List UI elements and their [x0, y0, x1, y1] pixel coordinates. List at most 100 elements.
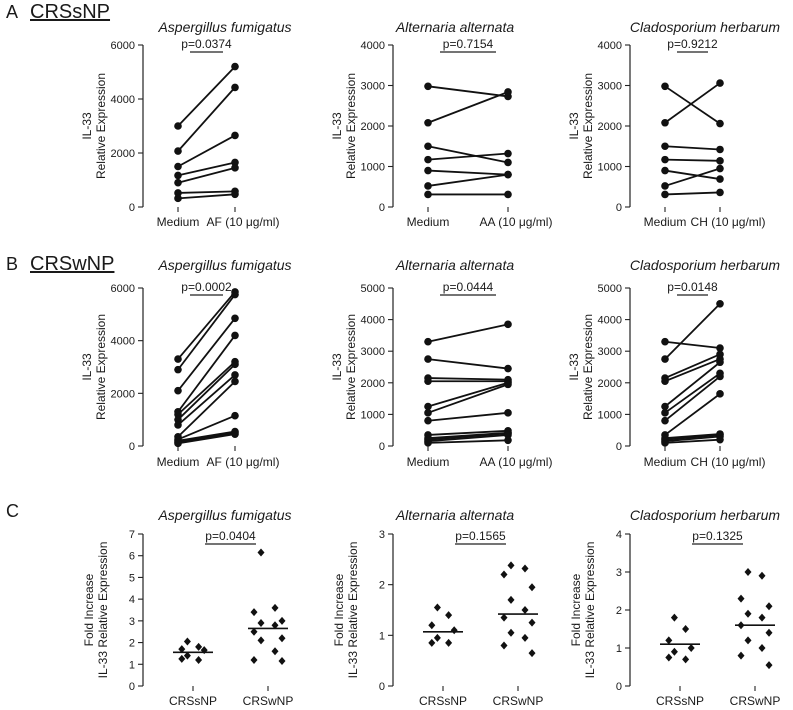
data-point-diamond — [257, 636, 265, 645]
data-point-medium — [174, 189, 182, 197]
y-axis-label-line: IL-33 — [330, 353, 344, 381]
paired-line — [177, 361, 236, 416]
y-axis-label-line: Relative Expression — [581, 73, 595, 179]
data-point-diamond — [183, 651, 191, 660]
data-point-treated — [716, 79, 724, 87]
y-tick-label: 2 — [379, 580, 385, 592]
paired-line — [664, 353, 721, 379]
x-category-label: CRSsNP — [656, 694, 704, 708]
data-point-diamond — [183, 637, 191, 646]
section-a-letter: A — [6, 2, 18, 22]
data-point-medium — [174, 415, 182, 424]
pvalue-label: p=0.9212 — [667, 37, 718, 51]
paired-line — [427, 323, 509, 343]
paired-line — [177, 374, 236, 426]
data-point-diamond — [278, 634, 286, 643]
x-category-label: CRSsNP — [419, 694, 467, 708]
y-tick-label: 0 — [379, 681, 385, 693]
y-axis-label-line: Relative Expression — [94, 314, 108, 420]
data-point-medium — [424, 409, 432, 417]
chart-panel-8: Alternaria alternata 0 1 2 3 Fold IncreaseIL-… — [332, 507, 543, 708]
paired-line — [664, 375, 721, 422]
y-tick-label: 6000 — [111, 283, 135, 295]
data-point-diamond — [500, 641, 508, 650]
paired-line — [177, 317, 236, 392]
y-tick-label: 4000 — [598, 315, 622, 327]
y-tick-label: 6 — [129, 551, 135, 563]
y-tick-label: 3000 — [361, 81, 385, 93]
pvalue-label: p=0.0002 — [181, 280, 232, 294]
data-point-treated — [231, 371, 239, 379]
data-point-diamond — [278, 616, 286, 625]
data-point-medium — [661, 182, 669, 190]
y-axis-label-line: Relative Expression — [94, 73, 108, 179]
y-tick-label: 0 — [616, 202, 622, 214]
y-tick-label: 4000 — [598, 40, 622, 52]
data-point-treated — [716, 145, 724, 154]
data-point-diamond — [737, 594, 745, 603]
data-point-treated — [504, 190, 512, 199]
data-point-diamond — [765, 602, 773, 611]
paired-line — [177, 431, 236, 443]
data-point-medium — [661, 166, 669, 175]
data-point-medium — [424, 190, 432, 199]
data-point-treated — [231, 360, 239, 369]
data-point-treated — [504, 409, 512, 417]
y-tick-label: 3 — [129, 616, 135, 628]
y-axis-label-line: Relative Expression — [581, 314, 595, 420]
data-point-medium — [174, 122, 182, 130]
data-point-medium — [661, 82, 669, 91]
y-tick-label: 5 — [129, 572, 135, 584]
y-tick-label: 1000 — [598, 162, 622, 174]
y-tick-label: 2000 — [598, 378, 622, 390]
data-point-treated — [716, 119, 724, 128]
data-point-medium — [424, 166, 432, 175]
y-tick-label: 0 — [616, 441, 622, 453]
chart-panel-7: Aspergillus fumigatus 0 1 2 3 4 5 6 7 Fold Increa… — [82, 507, 293, 708]
chart-title: Aspergillus fumigatus — [157, 19, 291, 35]
data-point-diamond — [178, 654, 186, 663]
data-point-diamond — [521, 633, 529, 642]
paired-line — [177, 294, 236, 371]
data-point-treated — [231, 131, 239, 140]
y-tick-label: 5000 — [598, 283, 622, 295]
data-point-medium — [174, 162, 182, 171]
paired-line — [177, 190, 236, 194]
paired-line — [664, 435, 721, 443]
paired-line — [427, 85, 509, 98]
data-point-medium — [424, 402, 432, 411]
y-tick-label: 3000 — [361, 346, 385, 358]
x-category-label: Medium — [157, 215, 200, 229]
data-point-treated — [231, 158, 239, 167]
paired-line — [427, 411, 509, 422]
chart-panel-9: Cladosporium herbarum 0 1 2 3 4 Fold IncreaseI… — [569, 507, 780, 708]
pvalue-label: p=0.0374 — [181, 37, 232, 51]
pvalue-label: p=0.1325 — [692, 529, 743, 543]
data-point-medium — [424, 337, 432, 346]
y-tick-label: 4 — [616, 529, 622, 541]
paired-line — [664, 191, 721, 196]
y-tick-label: 2 — [129, 638, 135, 650]
y-tick-label: 3 — [379, 529, 385, 541]
data-point-medium — [424, 416, 432, 425]
data-point-medium — [661, 118, 669, 127]
data-point-diamond — [758, 571, 766, 580]
data-point-diamond — [500, 613, 508, 622]
data-point-diamond — [278, 657, 286, 666]
x-category-label: Medium — [644, 455, 687, 469]
section-b-letter: B — [6, 254, 18, 274]
paired-line — [177, 193, 236, 200]
y-tick-label: 1 — [616, 643, 622, 655]
y-axis-label-line: Fold Increase — [82, 573, 96, 646]
data-point-medium — [661, 377, 669, 386]
x-category-label: CRSwNP — [493, 694, 544, 708]
y-axis-label: IL-33Relative Expression — [330, 314, 358, 420]
y-tick-label: 7 — [129, 529, 135, 541]
data-point-medium — [174, 355, 182, 363]
y-tick-label: 0 — [129, 681, 135, 693]
pvalue-label: p=0.0148 — [667, 280, 718, 294]
data-point-treated — [716, 157, 724, 165]
chart-title: Cladosporium herbarum — [630, 507, 781, 523]
data-point-medium — [174, 178, 182, 187]
